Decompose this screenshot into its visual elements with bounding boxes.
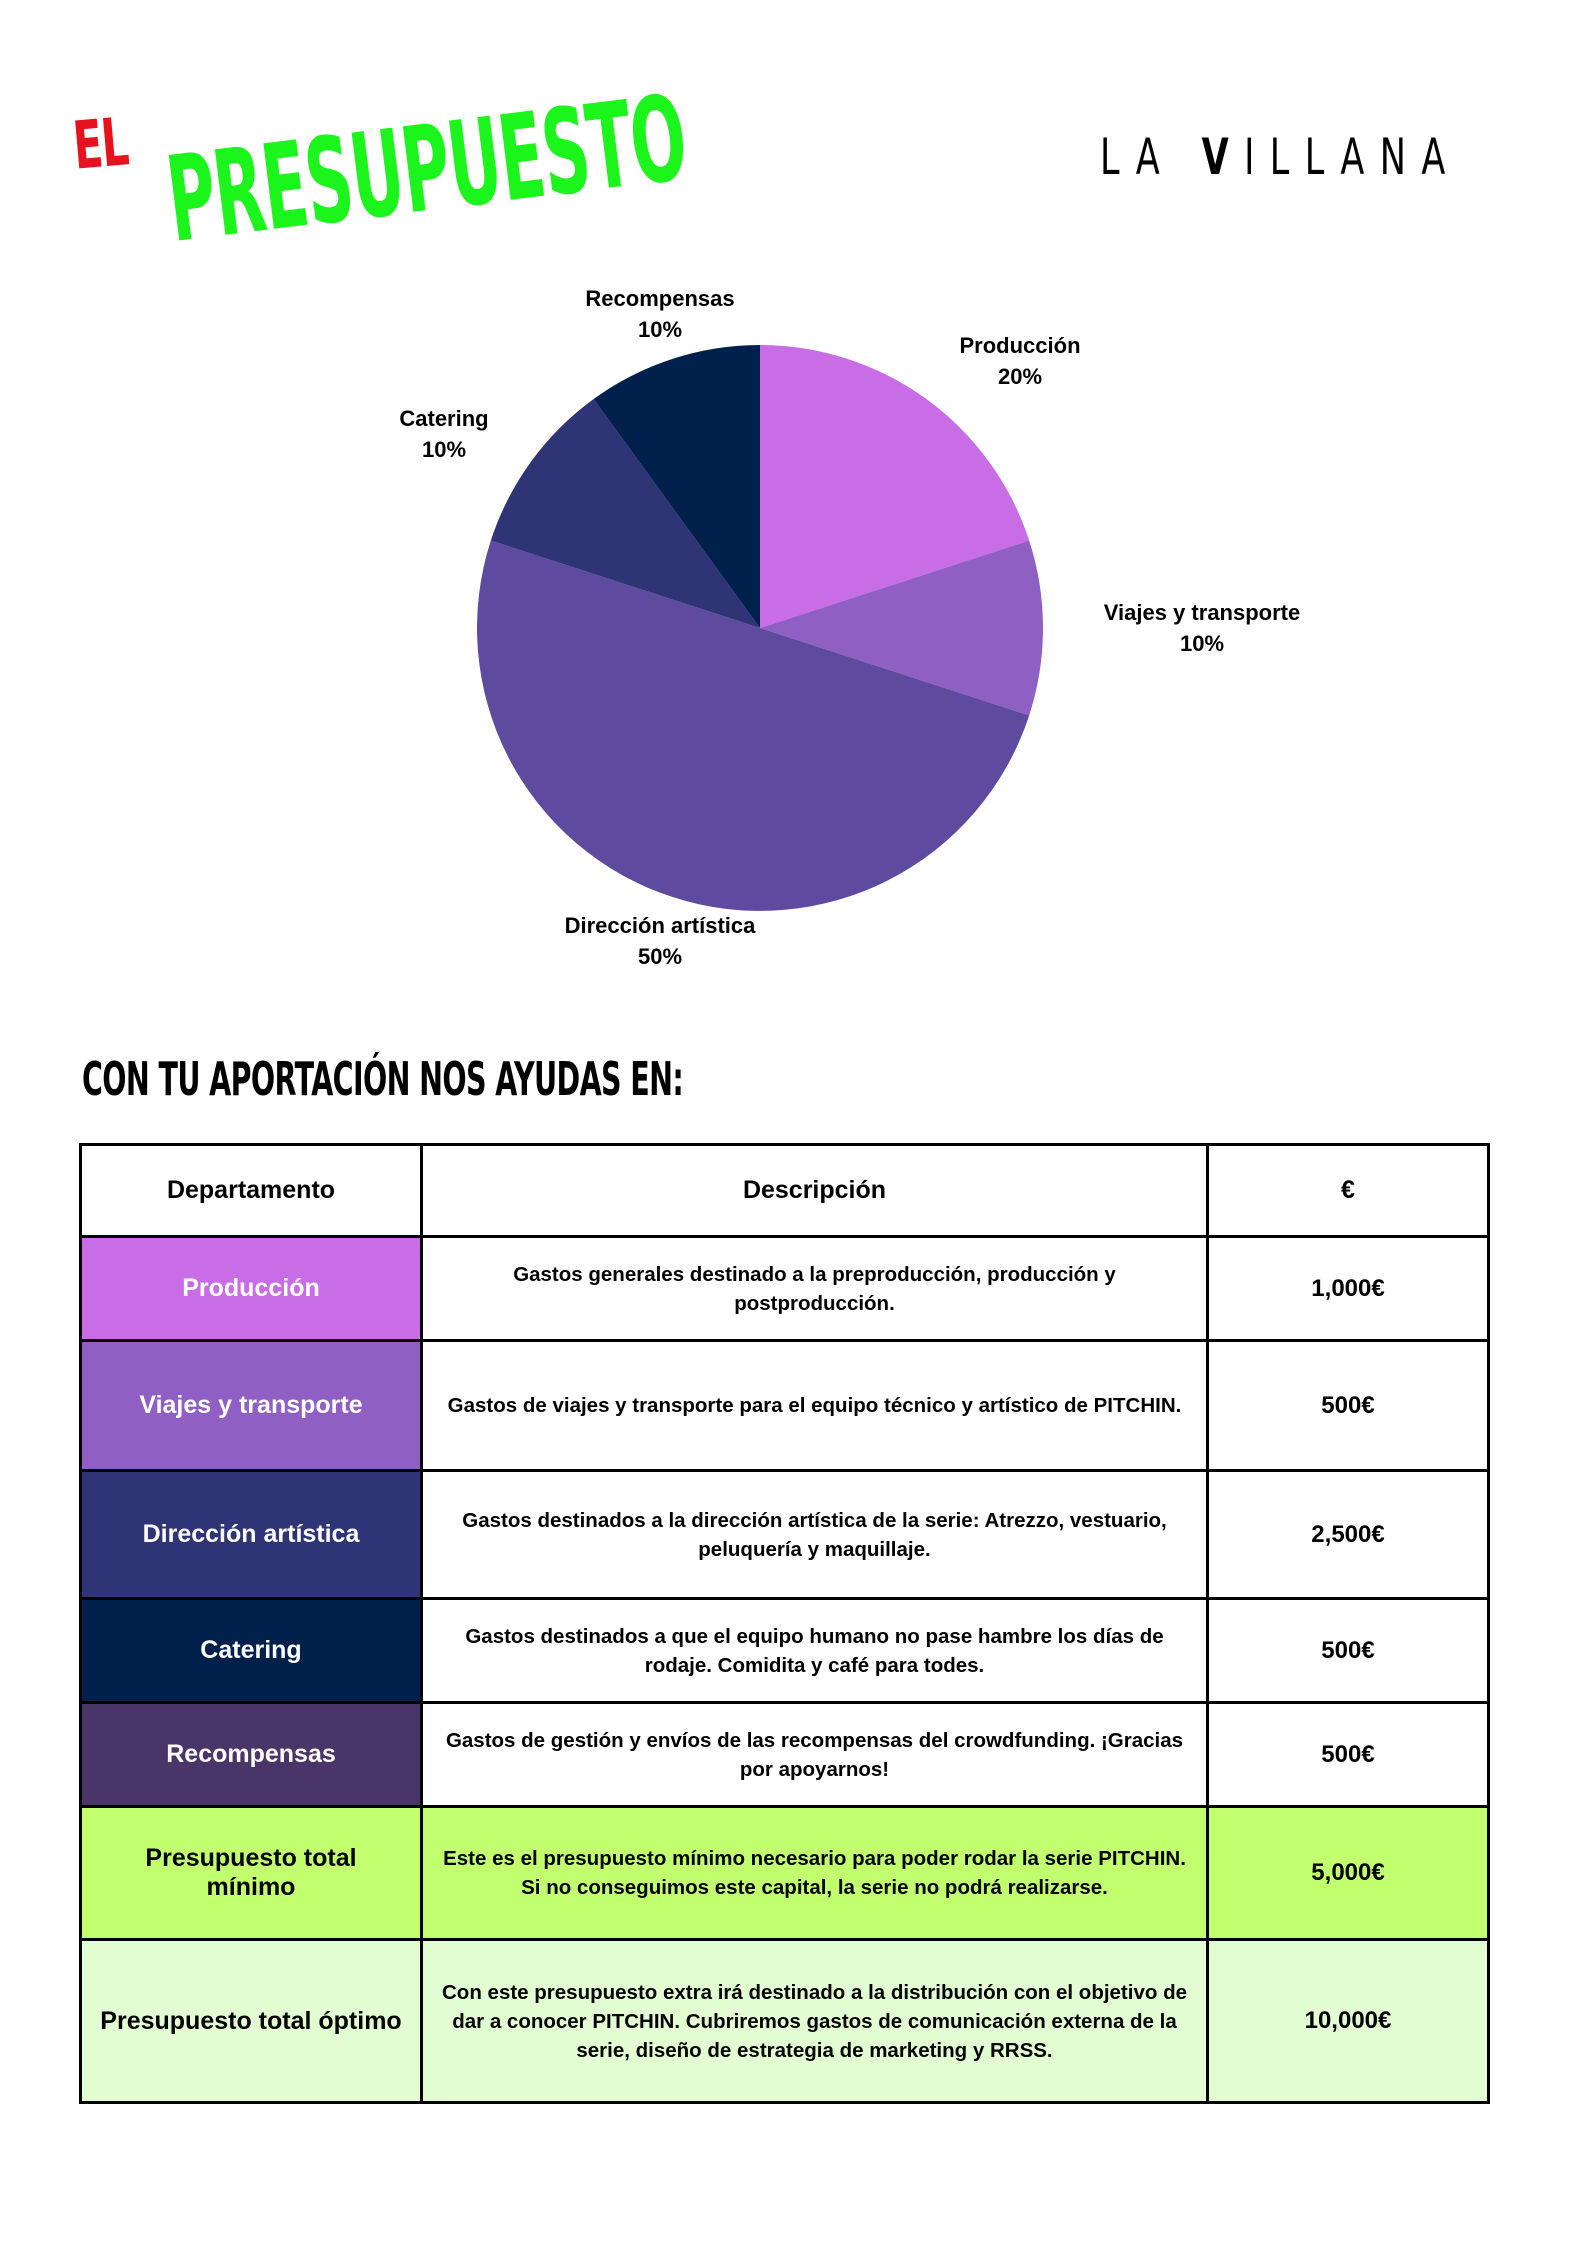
dept-cell: Viajes y transporte: [79, 1339, 423, 1472]
description-cell: Gastos de gestión y envíos de las recomp…: [420, 1701, 1209, 1808]
dept-cell: Recompensas: [79, 1701, 423, 1808]
header-departamento: Departamento: [79, 1143, 423, 1238]
dept-cell: Catering: [79, 1597, 423, 1704]
table-row: Recompensas Gastos de gestión y envíos d…: [79, 1701, 1490, 1808]
amount-cell: 2,500€: [1206, 1469, 1490, 1600]
amount-cell: 10,000€: [1206, 1938, 1490, 2104]
pie-label-direccion: Dirección artística 50%: [564, 913, 756, 969]
pie-label-catering: Catering 10%: [399, 406, 489, 462]
pie-label-viajes: Viajes y transporte 10%: [1103, 600, 1301, 656]
description-cell: Gastos destinados a la dirección artísti…: [420, 1469, 1209, 1600]
table-row: Producción Gastos generales destinado a …: [79, 1235, 1490, 1342]
dept-cell: Presupuesto total óptimo: [79, 1938, 423, 2104]
description-cell: Gastos generales destinado a la preprodu…: [420, 1235, 1209, 1342]
header-descripcion: Descripción: [420, 1143, 1209, 1238]
amount-cell: 500€: [1206, 1701, 1490, 1808]
amount-cell: 500€: [1206, 1597, 1490, 1704]
pie-slice-direccion-artistica: [477, 540, 1030, 911]
dept-cell: Producción: [79, 1235, 423, 1342]
pie-label-produccion: Producción 20%: [959, 333, 1081, 389]
description-cell: Gastos destinados a que el equipo humano…: [420, 1597, 1209, 1704]
pie-chart: [477, 345, 1044, 911]
table-row: Dirección artística Gastos destinados a …: [79, 1469, 1490, 1600]
table-header-row: Departamento Descripción €: [79, 1143, 1490, 1238]
amount-cell: 1,000€: [1206, 1235, 1490, 1342]
dept-cell: Presupuesto total mínimo: [79, 1805, 423, 1941]
amount-cell: 5,000€: [1206, 1805, 1490, 1941]
pie-slice-recompensas: [593, 345, 760, 628]
amount-cell: 500€: [1206, 1339, 1490, 1472]
table-row: Catering Gastos destinados a que el equi…: [79, 1597, 1490, 1704]
pie-slice-viajes-y-transporte: [760, 540, 1044, 716]
description-cell: Este es el presupuesto mínimo necesario …: [420, 1805, 1209, 1941]
table-row: Presupuesto total mínimo Este es el pres…: [79, 1805, 1490, 1941]
budget-table: Departamento Descripción € Producción Ga…: [79, 1143, 1490, 2104]
pie-label-recompensas: Recompensas 10%: [585, 286, 735, 342]
pie-slice-catering: [490, 399, 760, 628]
dept-cell: Dirección artística: [79, 1469, 423, 1600]
section-heading: CON TU APORTACIÓN NOS AYUDAS EN:: [82, 1052, 684, 1106]
description-cell: Con este presupuesto extra irá destinado…: [420, 1938, 1209, 2104]
header-euro: €: [1206, 1143, 1490, 1238]
logo: LA VILLANA: [1100, 128, 1461, 186]
table-row: Viajes y transporte Gastos de viajes y t…: [79, 1339, 1490, 1472]
description-cell: Gastos de viajes y transporte para el eq…: [420, 1339, 1209, 1472]
table-row: Presupuesto total óptimo Con este presup…: [79, 1938, 1490, 2104]
pie-slice-produccion: [760, 345, 1030, 628]
